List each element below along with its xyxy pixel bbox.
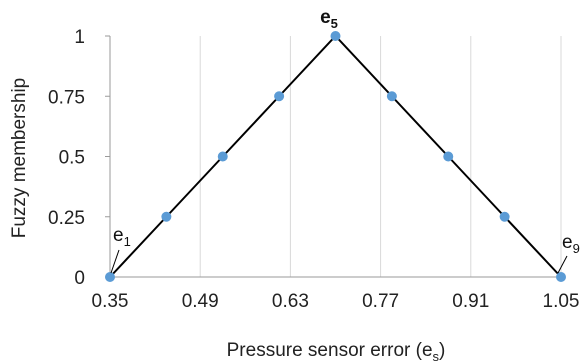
y-tick-label: 0.25 — [48, 208, 85, 229]
data-point — [217, 151, 228, 162]
y-tick-label: 1 — [74, 27, 85, 48]
x-axis-label-sub: s — [433, 349, 440, 364]
data-point — [556, 272, 566, 282]
y-tick-label: 0.75 — [48, 87, 85, 108]
annotation-e1-base: e — [113, 225, 124, 246]
annotation-e9-sub: 9 — [573, 241, 580, 256]
annotation-e9-base: e — [562, 232, 573, 253]
x-tick-label: 0.49 — [182, 291, 219, 312]
data-point — [499, 211, 510, 222]
x-tick-label: 0.91 — [452, 291, 489, 312]
grid-lines — [109, 36, 562, 277]
x-tick-label: 0.35 — [92, 291, 129, 312]
x-tick-label: 0.63 — [272, 291, 309, 312]
series-line — [109, 34, 562, 278]
data-point — [330, 31, 341, 41]
x-axis-label-main: Pressure sensor error (e — [227, 340, 433, 361]
annotation-e1-leader — [110, 249, 120, 274]
x-tick-label: 0.77 — [362, 291, 399, 312]
annotation-e5: e5 — [320, 7, 338, 31]
y-axis-label: Fuzzy membership — [9, 78, 30, 239]
data-point — [105, 272, 115, 282]
annotation-e9: e9 — [562, 232, 580, 256]
y-tick-label: 0 — [74, 268, 85, 289]
data-point — [386, 91, 397, 102]
annotation-e1: e1 — [113, 225, 131, 249]
x-tick-label: 1.05 — [543, 291, 580, 312]
annotation-e9-leader — [557, 255, 568, 274]
x-axis-label-close: ) — [439, 340, 445, 361]
axes — [105, 35, 561, 278]
data-point — [161, 211, 172, 222]
x-axis-label: Pressure sensor error (es) — [227, 340, 446, 364]
annotation-e5-sub: 5 — [331, 16, 338, 31]
annotation-e5-base: e — [320, 7, 331, 28]
tick-labels: 0.35 0.49 0.63 0.77 0.91 1.05 0 0.25 0.5 0.75 1 — [48, 27, 579, 312]
y-tick-label: 0.5 — [59, 148, 85, 169]
data-point — [443, 151, 454, 162]
annotation-e1-sub: 1 — [124, 234, 131, 249]
data-point — [274, 91, 285, 102]
series-group — [105, 31, 566, 282]
